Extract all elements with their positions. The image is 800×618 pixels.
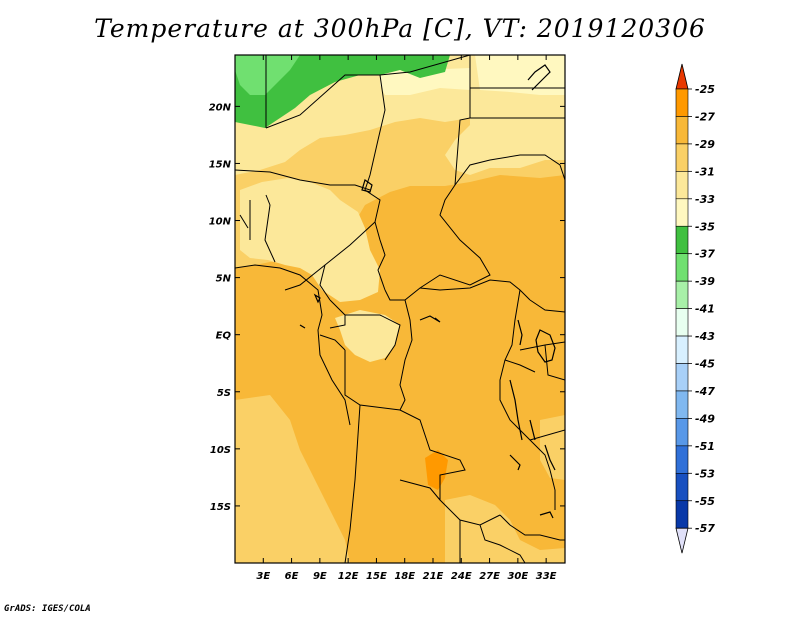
- colorbar-segment: [675, 225, 689, 255]
- colorbar-label: -35: [695, 220, 715, 233]
- lat-tick-label: 20N: [209, 102, 232, 113]
- colorbar-bottom-arrow: [675, 527, 689, 554]
- colorbar-label: -27: [695, 110, 715, 123]
- lat-tick-label: 15N: [209, 159, 232, 170]
- colorbar-segment: [675, 171, 689, 200]
- colorbar-segment: [675, 253, 689, 282]
- map-plot-area: [235, 55, 565, 563]
- lon-tick-label: 33E: [536, 571, 557, 582]
- colorbar-segment: [675, 335, 689, 364]
- field-green-northwest: [235, 55, 450, 128]
- colorbar-top-arrow: [675, 63, 689, 90]
- colorbar-label: -33: [695, 193, 715, 206]
- colorbar-label: -37: [695, 248, 715, 261]
- colorbar-segment: [675, 143, 689, 172]
- colorbar-segment: [675, 418, 689, 447]
- field-warm-patch: [425, 450, 448, 490]
- lon-tick-label: 21E: [423, 571, 444, 582]
- lon-tick-label: 6E: [285, 571, 299, 582]
- lat-tick-label: 10N: [209, 217, 232, 228]
- colorbar-segment: [675, 500, 689, 529]
- field-lightgreen-northwest: [235, 55, 300, 95]
- grads-credit: GrADS: IGES/COLA: [4, 604, 91, 614]
- field-pale-west: [240, 178, 380, 302]
- lon-tick-label: 18E: [394, 571, 415, 582]
- lat-tick-label: 15S: [210, 502, 231, 513]
- colorbar-label: -41: [695, 303, 715, 316]
- field-pale-southeast: [445, 495, 565, 563]
- colorbar-label: -31: [695, 165, 715, 178]
- map-frame: [234, 54, 566, 564]
- longitude-ticks: 3E 6E 9E 12E 15E 18E 21E 24E 27E 30E 33E: [256, 55, 557, 582]
- lat-tick-label: 5N: [216, 274, 232, 285]
- lon-tick-label: 15E: [366, 571, 387, 582]
- colorbar-label: -43: [695, 330, 715, 343]
- field-pale-southwest: [235, 395, 350, 563]
- lat-tick-label: EQ: [216, 331, 232, 342]
- lat-tick-label: 10S: [210, 445, 231, 456]
- colorbar-segment: [675, 116, 689, 145]
- colorbar-segment: [675, 88, 689, 117]
- lon-tick-label: 27E: [479, 571, 500, 582]
- colorbar-label: -39: [695, 275, 715, 288]
- colorbar-label: -55: [695, 495, 715, 508]
- colorbar-label: -49: [695, 412, 715, 425]
- colorbar-segment: [675, 363, 689, 392]
- colorbar-label: -47: [695, 385, 715, 398]
- colorbar-label: -25: [695, 83, 715, 96]
- colorbar-label: -45: [695, 358, 715, 371]
- colorbar-label: -53: [695, 467, 715, 480]
- colorbar-segment: [675, 390, 689, 419]
- colorbar-label: -57: [695, 522, 715, 535]
- lon-tick-label: 12E: [338, 571, 359, 582]
- colorbar-segment: [675, 445, 689, 474]
- colorbar-segment: [675, 280, 689, 309]
- field-palest-north: [380, 55, 565, 95]
- lon-tick-label: 30E: [507, 571, 528, 582]
- coastline: [235, 264, 351, 426]
- lon-tick-label: 24E: [451, 571, 472, 582]
- country-borders: [235, 55, 565, 563]
- lon-tick-label: 9E: [313, 571, 327, 582]
- colorbar-segment: [675, 198, 689, 227]
- colorbar-segment: [675, 308, 689, 337]
- map-title: Temperature at 300hPa [C], VT: 201912030…: [94, 14, 706, 43]
- lakes: [299, 64, 556, 519]
- field-pale-east: [540, 415, 565, 480]
- colorbar: -25 -27 -29 -31 -33 -35 -37 -39 -41 -43 -45 -47 -49 -…: [675, 63, 715, 554]
- colorbar-label: -29: [695, 138, 715, 151]
- lon-tick-label: 3E: [256, 571, 270, 582]
- latitude-ticks: 20N 15N 10N 5N EQ 5S 10S 15S: [209, 102, 565, 513]
- colorbar-label: -51: [695, 440, 715, 453]
- field-pale-central: [335, 310, 400, 362]
- colorbar-segment: [675, 472, 689, 502]
- lat-tick-label: 5S: [217, 388, 231, 399]
